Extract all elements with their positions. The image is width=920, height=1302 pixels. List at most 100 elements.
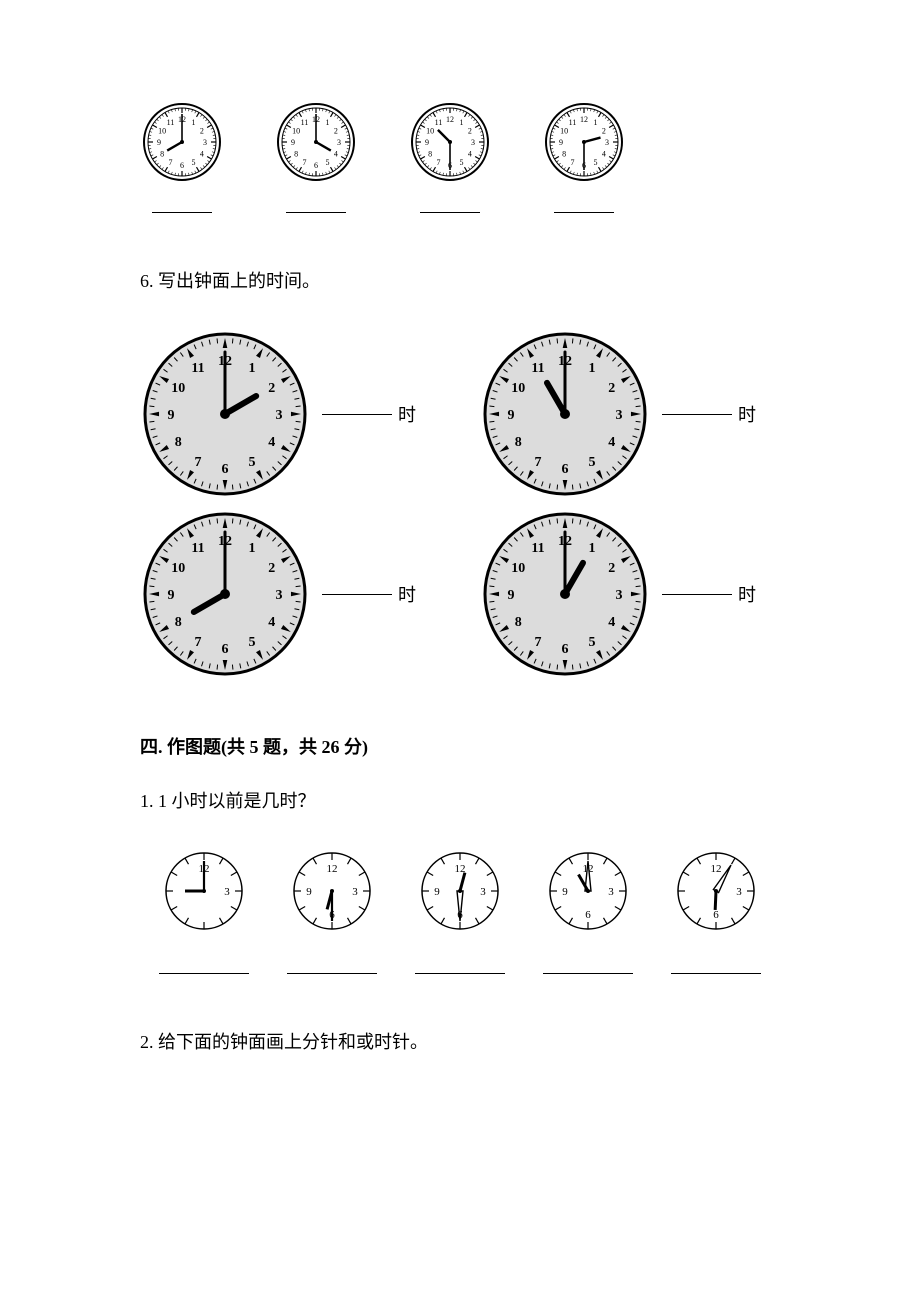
svg-text:5: 5: [326, 158, 330, 167]
section4-q1-clock-item: 12 3 6: [652, 849, 780, 974]
row1-clock-item: 123456789101112: [542, 100, 626, 213]
svg-text:3: 3: [276, 588, 283, 603]
svg-text:1: 1: [589, 541, 596, 556]
svg-text:4: 4: [608, 435, 615, 450]
question6-cell: 123456789101112时: [480, 509, 780, 679]
svg-text:3: 3: [605, 138, 609, 147]
svg-text:11: 11: [191, 541, 204, 556]
svg-text:4: 4: [200, 150, 204, 159]
svg-text:11: 11: [301, 118, 309, 127]
answer-blank: [159, 973, 249, 974]
answer-blank: [420, 212, 480, 213]
svg-text:8: 8: [515, 615, 522, 630]
svg-text:7: 7: [535, 635, 542, 650]
svg-text:2: 2: [268, 381, 275, 396]
svg-text:3: 3: [608, 886, 614, 898]
row1-clock-item: 123456789101112: [408, 100, 492, 213]
question6-cell: 123456789101112时: [140, 329, 440, 499]
answer-blank: [415, 973, 505, 974]
svg-text:7: 7: [437, 158, 441, 167]
svg-text:3: 3: [616, 408, 623, 423]
section4-q2-text: 2. 给下面的钟面画上分针和或时针。: [140, 1024, 780, 1060]
svg-text:6: 6: [713, 909, 719, 921]
svg-text:1: 1: [249, 541, 256, 556]
svg-text:8: 8: [175, 435, 182, 450]
row1-clock-item: 123456789101112: [140, 100, 224, 213]
svg-text:3: 3: [736, 886, 742, 898]
svg-text:11: 11: [191, 361, 204, 376]
svg-text:1: 1: [460, 118, 464, 127]
worksheet-page: 1234567891011121234567891011121234567891…: [0, 0, 920, 1120]
svg-text:1: 1: [594, 118, 598, 127]
svg-text:2: 2: [334, 127, 338, 136]
svg-text:9: 9: [508, 408, 515, 423]
answer-blank: [662, 414, 732, 415]
clock-icon: 123456789101112: [480, 329, 650, 499]
svg-text:11: 11: [569, 118, 577, 127]
svg-text:6: 6: [562, 642, 569, 657]
svg-text:9: 9: [291, 138, 295, 147]
svg-text:1: 1: [249, 361, 256, 376]
svg-text:8: 8: [515, 435, 522, 450]
svg-text:10: 10: [158, 127, 166, 136]
svg-text:9: 9: [168, 408, 175, 423]
svg-text:8: 8: [160, 150, 164, 159]
question6-text: 6. 写出钟面上的时间。: [140, 263, 780, 299]
svg-text:11: 11: [531, 361, 544, 376]
svg-text:3: 3: [480, 886, 486, 898]
unit-label: 时: [738, 401, 756, 427]
svg-text:11: 11: [435, 118, 443, 127]
svg-text:3: 3: [471, 138, 475, 147]
svg-text:2: 2: [468, 127, 472, 136]
svg-text:3: 3: [224, 886, 230, 898]
clock-icon: 123: [162, 849, 246, 933]
svg-text:10: 10: [292, 127, 300, 136]
svg-text:10: 10: [511, 381, 525, 396]
svg-text:9: 9: [562, 886, 568, 898]
answer-blank: [662, 594, 732, 595]
section4-q1-clock-item: 12369: [524, 849, 652, 974]
svg-text:4: 4: [608, 615, 615, 630]
row1-clock-item: 123456789101112: [274, 100, 358, 213]
clock-icon: 123456789101112: [408, 100, 492, 184]
svg-text:5: 5: [589, 635, 596, 650]
answer-blank: [322, 594, 392, 595]
clock-icon: 123456789101112: [542, 100, 626, 184]
clock-icon: 12369: [546, 849, 630, 933]
svg-text:6: 6: [180, 161, 184, 170]
answer-blank: [671, 973, 761, 974]
svg-text:3: 3: [337, 138, 341, 147]
svg-text:8: 8: [562, 150, 566, 159]
svg-text:4: 4: [468, 150, 472, 159]
answer-blank: [554, 212, 614, 213]
clock-icon: 12369: [418, 849, 502, 933]
section4-q1-clock-item: 12369: [396, 849, 524, 974]
svg-text:12: 12: [711, 863, 722, 875]
svg-text:4: 4: [334, 150, 338, 159]
svg-text:7: 7: [303, 158, 307, 167]
svg-text:8: 8: [175, 615, 182, 630]
answer-blank: [322, 414, 392, 415]
svg-text:6: 6: [314, 161, 318, 170]
svg-text:10: 10: [426, 127, 434, 136]
clock-icon: 123456789101112: [480, 509, 650, 679]
question6-cell: 123456789101112时: [140, 509, 440, 679]
row1-small-clocks: 1234567891011121234567891011121234567891…: [140, 100, 780, 213]
svg-text:3: 3: [203, 138, 207, 147]
svg-text:3: 3: [616, 588, 623, 603]
svg-text:1: 1: [589, 361, 596, 376]
svg-text:8: 8: [294, 150, 298, 159]
svg-text:1: 1: [192, 118, 196, 127]
svg-text:10: 10: [511, 561, 525, 576]
svg-text:3: 3: [352, 886, 358, 898]
svg-text:11: 11: [531, 541, 544, 556]
unit-label: 时: [398, 581, 416, 607]
svg-text:12: 12: [327, 863, 338, 875]
clock-icon: 123456789101112: [274, 100, 358, 184]
svg-text:10: 10: [171, 561, 185, 576]
svg-text:10: 10: [560, 127, 568, 136]
svg-text:4: 4: [268, 615, 275, 630]
svg-text:4: 4: [602, 150, 606, 159]
svg-text:5: 5: [589, 455, 596, 470]
svg-text:5: 5: [460, 158, 464, 167]
